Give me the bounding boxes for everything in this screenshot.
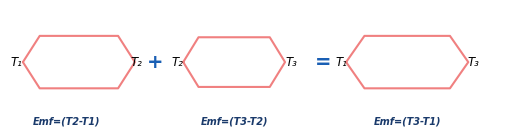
Text: =: =	[315, 53, 331, 72]
Text: T₂: T₂	[130, 56, 143, 69]
Text: T₃: T₃	[467, 56, 479, 69]
Text: +: +	[147, 53, 163, 72]
Text: Emf=(T3-T1): Emf=(T3-T1)	[374, 116, 441, 126]
Text: T₁: T₁	[10, 56, 22, 69]
Text: T₁: T₁	[335, 56, 347, 69]
Text: Emf=(T3-T2): Emf=(T3-T2)	[201, 116, 268, 126]
Text: Emf=(T2-T1): Emf=(T2-T1)	[33, 116, 100, 126]
Text: T₃: T₃	[285, 56, 297, 69]
Text: T₂: T₂	[171, 56, 183, 69]
